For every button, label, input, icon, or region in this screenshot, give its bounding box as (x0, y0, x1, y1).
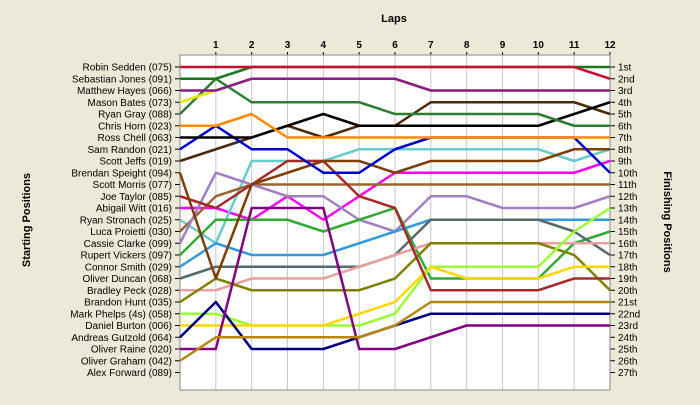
series-line (178, 148, 610, 280)
driver-label: Luca Proietti (030) (90, 227, 172, 238)
driver-label: Mason Bates (073) (88, 98, 173, 109)
lap-tick-label: 4 (321, 40, 327, 51)
driver-label: Andreas Gutzold (064) (71, 333, 172, 344)
finishing-position-label: 17th (618, 251, 637, 262)
driver-label: Abigail Witt (016) (96, 204, 172, 215)
series-line (179, 77, 610, 127)
driver-label: Oliver Graham (042) (81, 356, 172, 367)
finishing-position-label: 21st (618, 298, 637, 309)
driver-label: Brendan Speight (094) (71, 168, 172, 179)
series-line (179, 242, 611, 304)
lap-tick-label: 7 (428, 40, 434, 51)
driver-label: Matthew Hayes (066) (77, 86, 172, 97)
driver-label: Daniel Burton (006) (85, 321, 172, 332)
driver-label: Chris Horn (023) (98, 121, 172, 132)
series-line (180, 101, 611, 139)
finishing-position-label: 5th (618, 110, 632, 121)
x-axis-title: Laps (381, 13, 407, 25)
lap-tick-label: 8 (464, 40, 470, 51)
driver-label: Ross Chell (063) (98, 133, 172, 144)
lap-tick-label: 1 (213, 40, 219, 51)
finishing-position-label: 10th (618, 168, 637, 179)
driver-label: Cassie Clarke (099) (84, 239, 172, 250)
finishing-position-label: 8th (618, 145, 632, 156)
finishing-position-label: 18th (618, 262, 637, 273)
lap-tick-label: 3 (285, 40, 291, 51)
series-line (179, 300, 610, 362)
finishing-position-label: 20th (618, 286, 637, 297)
finishing-position-label: 6th (618, 121, 632, 132)
driver-label: Alex Forward (089) (87, 368, 172, 379)
series-line (180, 112, 610, 139)
driver-label: Sebastian Jones (091) (72, 74, 172, 85)
driver-label: Oliver Raine (020) (91, 345, 172, 356)
lap-tick-label: 6 (392, 40, 398, 51)
finishing-position-label: 23rd (618, 321, 638, 332)
finishing-position-label: 25th (618, 345, 637, 356)
driver-label: Joe Taylor (085) (100, 192, 172, 203)
finishing-position-label: 3rd (618, 86, 632, 97)
series-line (180, 206, 610, 351)
y-axis-title-left: Starting Positions (21, 173, 33, 267)
finishing-position-label: 14th (618, 215, 637, 226)
lap-tick-label: 10 (533, 40, 545, 51)
driver-label: Robin Sedden (075) (82, 63, 172, 74)
series-line (180, 65, 611, 80)
finishing-position-label: 22nd (618, 309, 640, 320)
driver-label: Ryan Gray (088) (98, 110, 172, 121)
y-axis-title-right: Finishing Positions (661, 171, 673, 272)
driver-label: Scott Jeffs (019) (99, 157, 172, 168)
lap-tick-label: 12 (604, 40, 616, 51)
finishing-position-label: 11th (618, 180, 637, 191)
driver-label: Bradley Peck (028) (87, 286, 172, 297)
driver-label: Rupert Vickers (097) (80, 251, 172, 262)
finishing-position-label: 12th (618, 192, 637, 203)
finishing-position-label: 24th (618, 333, 637, 344)
driver-label: Scott Morris (077) (93, 180, 172, 191)
driver-label: Oliver Duncan (068) (83, 274, 172, 285)
finishing-position-label: 9th (618, 157, 632, 168)
series-line (180, 77, 610, 92)
finishing-position-label: 2nd (618, 74, 635, 85)
driver-label: Ryan Stronach (025) (80, 215, 172, 226)
driver-label: Sam Randon (021) (88, 145, 173, 156)
lap-tick-label: 2 (249, 40, 255, 51)
driver-label: Brandon Hunt (035) (84, 298, 172, 309)
finishing-position-label: 13th (618, 204, 637, 215)
plot-border (179, 54, 611, 391)
lap-tick-label: 5 (356, 40, 362, 51)
finishing-position-label: 4th (618, 98, 632, 109)
driver-label: Mark Phelps (4s) (058) (70, 309, 172, 320)
finishing-position-label: 15th (618, 227, 637, 238)
finishing-position-label: 27th (618, 368, 637, 379)
finishing-position-label: 1st (618, 63, 632, 74)
series-line (180, 265, 610, 327)
lap-tick-label: 9 (500, 40, 506, 51)
driver-label: Connor Smith (029) (85, 262, 172, 273)
finishing-position-label: 16th (618, 239, 637, 250)
finishing-position-label: 19th (618, 274, 637, 285)
finishing-position-label: 7th (618, 133, 632, 144)
finishing-position-label: 26th (618, 356, 637, 367)
lap-tick-label: 11 (569, 40, 580, 51)
